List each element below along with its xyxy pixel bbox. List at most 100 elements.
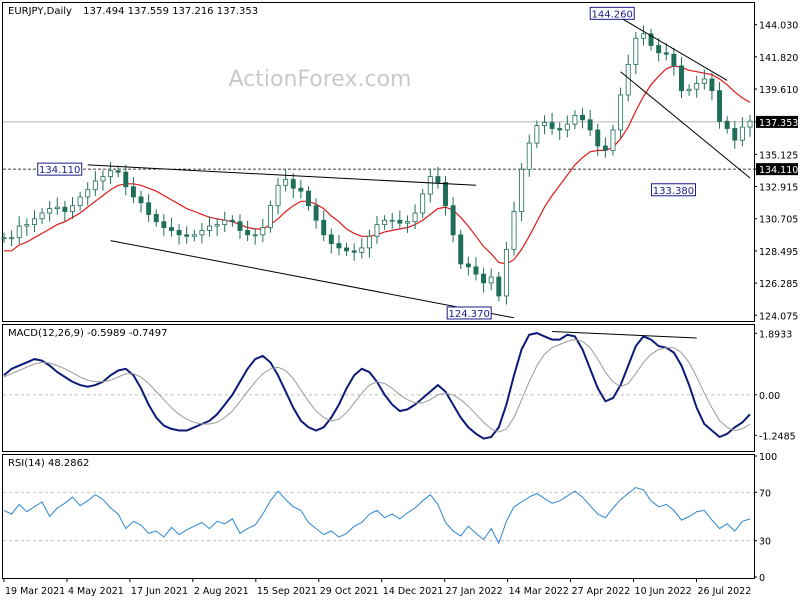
candle	[115, 170, 121, 173]
candle	[656, 45, 662, 54]
annotation-box	[650, 183, 696, 197]
candle	[473, 266, 479, 275]
candle	[237, 221, 243, 231]
macd-tick-label: 1.8933	[759, 329, 792, 340]
candle	[724, 120, 730, 129]
price-tick-label: 126.285	[759, 279, 798, 290]
candle	[336, 243, 342, 249]
time-tick-label: 15 Sep 2021	[257, 586, 317, 597]
candle	[16, 225, 22, 239]
symbol-name: EURJPY,Daily	[8, 6, 72, 17]
time-tick-label: 27 Apr 2022	[572, 586, 631, 597]
price-tag	[756, 115, 798, 128]
candle	[351, 250, 357, 253]
candle	[245, 230, 251, 236]
candle	[496, 276, 502, 297]
candle	[85, 189, 91, 198]
candle	[168, 227, 174, 231]
candle	[146, 202, 152, 215]
annotation-label: 144.260	[592, 9, 633, 20]
candle	[374, 224, 380, 237]
rsi-grid	[3, 491, 754, 542]
candle	[557, 128, 563, 131]
rsi-tick-label: 30	[759, 537, 771, 548]
price-tag	[756, 163, 798, 176]
candle	[267, 205, 273, 228]
candle	[366, 235, 372, 249]
candle	[587, 119, 593, 131]
candle	[199, 230, 205, 236]
time-tick-label: 2 Aug 2021	[194, 586, 249, 597]
candle	[534, 125, 540, 144]
candle	[176, 230, 182, 236]
candle	[694, 82, 700, 90]
candle	[427, 176, 433, 195]
time-tick-label: 4 May 2021	[68, 586, 124, 597]
time-tick-label: 27 Jan 2022	[446, 586, 503, 597]
ohlc-values: 137.494 137.559 137.216 137.353	[83, 6, 258, 17]
candle	[739, 126, 745, 141]
price-grid	[3, 121, 754, 170]
candle	[283, 179, 289, 186]
annotation-label: 134.110	[39, 165, 80, 176]
macd-axis: 1.8933 0.00 -1.2485	[754, 329, 796, 442]
candle	[184, 234, 190, 237]
candle	[701, 78, 707, 84]
candle	[77, 196, 83, 207]
candle	[488, 276, 494, 284]
candle	[503, 248, 509, 297]
price-tick-label: 128.495	[759, 247, 798, 258]
price-tick-label: 134.110	[759, 165, 798, 176]
candle	[686, 88, 692, 92]
candle	[458, 234, 464, 265]
candle	[222, 219, 228, 226]
rsi-tick-label: 0	[759, 573, 765, 584]
candle	[481, 273, 487, 284]
candle	[70, 205, 75, 212]
candle	[321, 219, 327, 236]
annotation-box	[589, 6, 635, 20]
rsi-panel: 100 70 30 0 RSI(14) 48.2862	[2, 452, 777, 584]
annotation-box	[446, 306, 492, 320]
time-tick-label: 14 Dec 2021	[383, 586, 444, 597]
signal-line	[3, 339, 751, 433]
time-axis: 19 Mar 2021 4 May 2021 17 Jun 2021 2 Aug 20…	[3, 578, 751, 597]
candle	[519, 168, 525, 212]
candle	[541, 122, 547, 126]
candle	[663, 52, 669, 55]
candle	[610, 129, 616, 151]
time-tick-label: 10 Jun 2022	[635, 586, 692, 597]
candle	[24, 224, 30, 227]
rsi-line	[3, 486, 751, 545]
candle	[412, 212, 418, 223]
candle	[207, 225, 213, 231]
candle	[747, 120, 753, 128]
time-tick-label: 29 Oct 2021	[320, 586, 379, 597]
candle	[526, 142, 532, 170]
macd-title: MACD(12,26,9) -0.5989 -0.7497	[8, 328, 168, 339]
candle	[359, 247, 365, 253]
candle	[62, 206, 68, 212]
macd-trendline	[552, 331, 697, 339]
candle	[275, 184, 281, 207]
macd-panel: 1.8933 0.00 -1.2485 MACD(12,26,9) -0.5989 …	[2, 324, 796, 452]
symbol-label: EURJPY,Daily 137.494 137.559 137.216 137…	[8, 6, 258, 17]
candle	[229, 219, 235, 223]
candle	[260, 227, 266, 236]
time-tick-label: 14 Mar 2022	[509, 586, 569, 597]
candle	[161, 221, 167, 228]
macd-panel-border	[2, 324, 755, 452]
candle	[465, 263, 471, 268]
candle	[252, 234, 258, 237]
candle	[214, 224, 220, 227]
rsi-tick-label: 70	[759, 488, 771, 499]
candle	[389, 219, 395, 222]
candle	[443, 181, 448, 207]
candle	[618, 94, 624, 131]
price-panel: ActionForex.com 144.260 134.110 124.370 133…	[1, 2, 798, 322]
price-tick-label: 139.610	[759, 85, 798, 96]
price-tick-label: 132.915	[759, 183, 798, 194]
candle	[306, 190, 311, 207]
rsi-lines	[3, 486, 751, 545]
